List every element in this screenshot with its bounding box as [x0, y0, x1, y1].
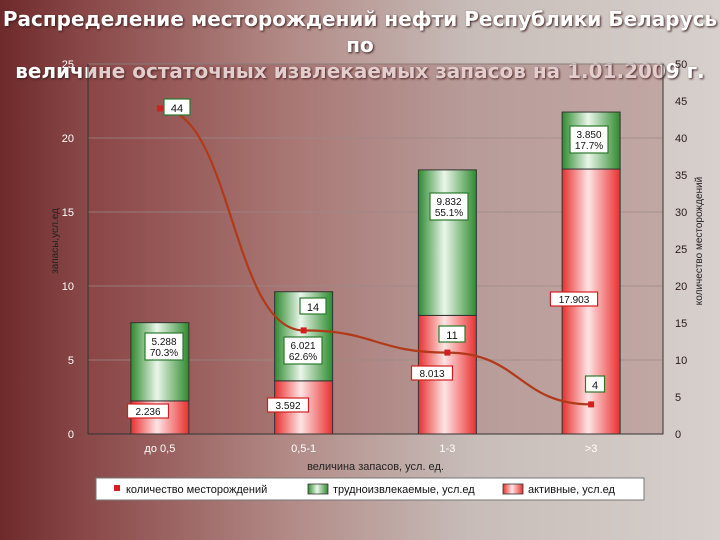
count-data-label: 44 [171, 103, 183, 115]
y-axis-title: запасы,усл.ед [50, 208, 61, 274]
legend-label-active: активные, усл.ед [528, 484, 616, 496]
y2-tick-label: 25 [675, 244, 687, 256]
legend-swatch-hard [307, 483, 329, 495]
count-data-label: 11 [446, 330, 457, 342]
y2-tick-label: 45 [675, 96, 687, 108]
y-tick-label: 10 [62, 281, 74, 293]
active-data-label: 2.236 [135, 407, 160, 418]
legend-label-hard: трудноизвлекаемые, усл.ед [333, 484, 475, 496]
active-data-label: 17.903 [559, 295, 590, 306]
hard-data-label-percent: 17.7% [575, 141, 603, 152]
count-marker [444, 349, 451, 356]
hard-label-box [283, 336, 323, 365]
active-data-label: 3.592 [275, 401, 300, 412]
count-line [159, 107, 592, 406]
title-line-2: величине остаточных извлекаемых запасов … [15, 59, 705, 83]
title-line-1: Распределение месторождений нефти Респуб… [2, 7, 718, 57]
active-label-box [549, 291, 599, 307]
bar-hard [417, 169, 477, 316]
y2-tick-label: 40 [675, 133, 687, 145]
count-label-box [438, 325, 466, 343]
count-label-box [163, 98, 191, 116]
y2-tick-label: 0 [675, 429, 681, 441]
y2-tick-label: 30 [675, 207, 687, 219]
y2-axis-title: количество месторождений [694, 177, 705, 305]
hard-label-box [429, 192, 469, 221]
hard-data-label-value: 3.850 [576, 130, 601, 141]
x-tick-label: >3 [585, 443, 598, 455]
y2-tick-label: 15 [675, 318, 687, 330]
hard-data-label-percent: 62.6% [289, 352, 317, 363]
count-data-label: 14 [307, 302, 319, 314]
x-tick-label: 0,5-1 [291, 443, 316, 455]
hard-label-box [144, 332, 184, 361]
legend-box [95, 477, 645, 501]
y-tick-label: 15 [62, 207, 74, 219]
active-data-label: 8.013 [419, 369, 444, 380]
hard-data-label-value: 5.288 [151, 337, 176, 348]
count-marker [300, 327, 307, 334]
count-marker [588, 401, 595, 408]
legend-label-count: количество месторождений [126, 484, 267, 496]
hard-label-box [569, 125, 609, 154]
x-axis-title: величина запасов, усл. ед. [307, 461, 444, 473]
y-tick-label: 5 [68, 355, 74, 367]
y2-tick-label: 35 [675, 170, 687, 182]
x-tick-label: 1-3 [439, 443, 455, 455]
legend-swatch-active [502, 483, 524, 495]
hard-data-label-percent: 70.3% [150, 348, 178, 359]
active-label-box [266, 397, 310, 413]
count-label-box [299, 297, 327, 315]
legend-marker-count [114, 485, 120, 491]
chart-title: Распределение месторождений нефти Респуб… [0, 6, 720, 84]
y2-tick-label: 5 [675, 392, 681, 404]
count-data-label: 4 [592, 380, 598, 392]
hard-data-label-percent: 55.1% [435, 208, 463, 219]
y-tick-label: 25 [62, 59, 74, 71]
hard-data-label-value: 6.021 [290, 341, 315, 352]
y-tick-label: 20 [62, 133, 74, 145]
active-label-box [126, 403, 170, 419]
x-tick-label: до 0,5 [144, 443, 175, 455]
y-tick-label: 0 [68, 429, 74, 441]
count-marker [156, 105, 163, 112]
y2-tick-label: 50 [675, 59, 687, 71]
active-label-box [410, 365, 454, 381]
hard-data-label-value: 9.832 [436, 197, 461, 208]
count-label-box [584, 375, 606, 393]
y2-tick-label: 10 [675, 355, 687, 367]
y2-tick-label: 20 [675, 281, 687, 293]
